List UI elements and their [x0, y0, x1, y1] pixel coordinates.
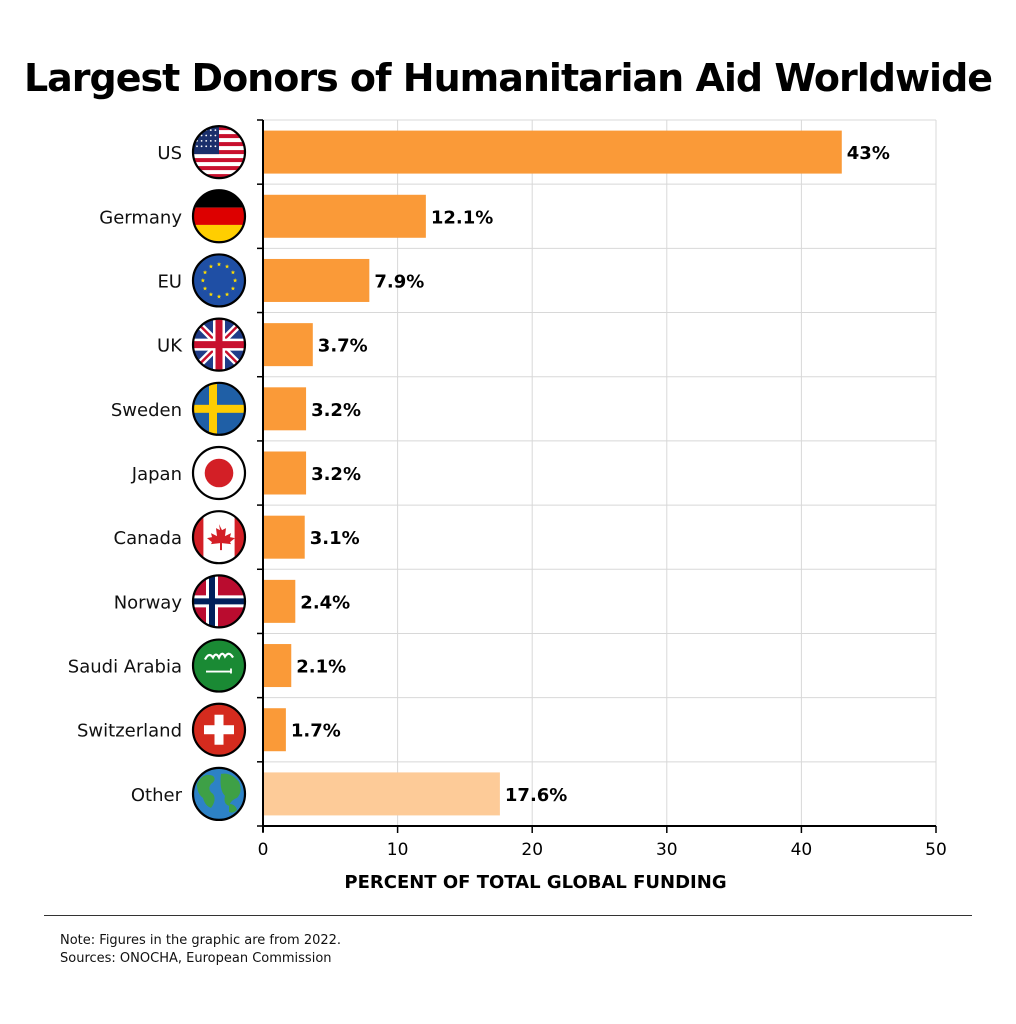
- japan-flag-icon: [193, 447, 245, 499]
- bar: [264, 258, 370, 302]
- x-tick-label: 20: [521, 840, 543, 860]
- footnotes: Note: Figures in the graphic are from 20…: [60, 932, 341, 968]
- data-label: 7.9%: [374, 271, 424, 292]
- category-label: Norway: [114, 592, 183, 613]
- category-label: US: [157, 143, 182, 164]
- data-label: 3.2%: [311, 464, 361, 485]
- canada-flag-icon: [193, 511, 245, 564]
- x-axis-title: PERCENT OF TOTAL GLOBAL FUNDING: [344, 872, 726, 893]
- category-label: Sweden: [111, 400, 182, 421]
- data-label: 3.2%: [311, 400, 361, 421]
- bar: [264, 387, 307, 431]
- x-tick-label: 0: [258, 840, 269, 860]
- data-label: 3.1%: [310, 528, 360, 549]
- flag-border: [191, 317, 247, 372]
- bar: [264, 644, 292, 688]
- x-tick-label: 30: [656, 840, 678, 860]
- data-label: 43%: [847, 143, 890, 164]
- category-label: UK: [157, 336, 183, 357]
- flag-border: [191, 574, 247, 629]
- x-tick-label: 40: [791, 840, 813, 860]
- bar: [264, 130, 842, 174]
- flag-border: [191, 253, 247, 308]
- bar: [264, 323, 313, 367]
- category-label: Switzerland: [77, 721, 182, 742]
- sweden-flag-icon: [193, 382, 245, 435]
- flag-border: [191, 189, 247, 244]
- flag-border: [191, 445, 247, 501]
- bar: [264, 579, 296, 623]
- data-label: 2.4%: [300, 592, 350, 613]
- flag-border: [191, 124, 247, 180]
- flags: [191, 124, 247, 822]
- eu-flag-icon: [193, 254, 245, 307]
- flag-border: [191, 766, 247, 822]
- x-tick-label: 10: [387, 840, 409, 860]
- labels: 43% US 12.1% Germany 7.9% EU 3.7% UK 3.2% Sweden 3…: [68, 143, 890, 806]
- data-label: 1.7%: [291, 721, 341, 742]
- flag-border: [191, 702, 247, 757]
- norway-flag-icon: [193, 575, 245, 628]
- chart-title: Largest Donors of Humanitarian Aid World…: [23, 56, 993, 100]
- bar: [264, 515, 305, 559]
- switzerland-flag-icon: [193, 703, 245, 756]
- data-label: 12.1%: [431, 207, 493, 228]
- bars: [264, 130, 842, 816]
- sources-text: Sources: ONOCHA, European Commission: [60, 951, 332, 966]
- bar: [264, 451, 307, 495]
- bar-chart: 43% US 12.1% Germany 7.9% EU 3.7% UK 3.2% Sweden 3…: [68, 119, 947, 893]
- bar: [264, 772, 500, 816]
- category-label: Germany: [99, 207, 182, 228]
- uk-flag-icon: [193, 318, 245, 371]
- data-label: 17.6%: [505, 785, 567, 806]
- note-text: Note: Figures in the graphic are from 20…: [60, 933, 342, 948]
- category-label: Other: [131, 785, 183, 806]
- category-label: Saudi Arabia: [68, 657, 182, 678]
- globe-icon: [193, 767, 245, 820]
- axes: 0 10 20 30 40 50 PERCENT OF TOTAL GLOBAL FUNDI…: [257, 119, 947, 893]
- flag-border: [191, 510, 247, 565]
- x-tick-label: 50: [925, 840, 947, 860]
- flag-border: [191, 381, 247, 436]
- category-label: EU: [157, 271, 182, 292]
- bar: [264, 708, 286, 752]
- bar: [264, 194, 426, 238]
- category-label: Japan: [131, 464, 182, 485]
- flag-border: [191, 638, 247, 693]
- data-label: 2.1%: [296, 657, 346, 678]
- data-label: 3.7%: [318, 336, 368, 357]
- gridlines: [263, 119, 937, 827]
- us-flag-icon: [193, 126, 245, 179]
- category-label: Canada: [114, 528, 183, 549]
- saudi-arabia-flag-icon: [193, 639, 245, 692]
- footer-divider: [44, 915, 972, 916]
